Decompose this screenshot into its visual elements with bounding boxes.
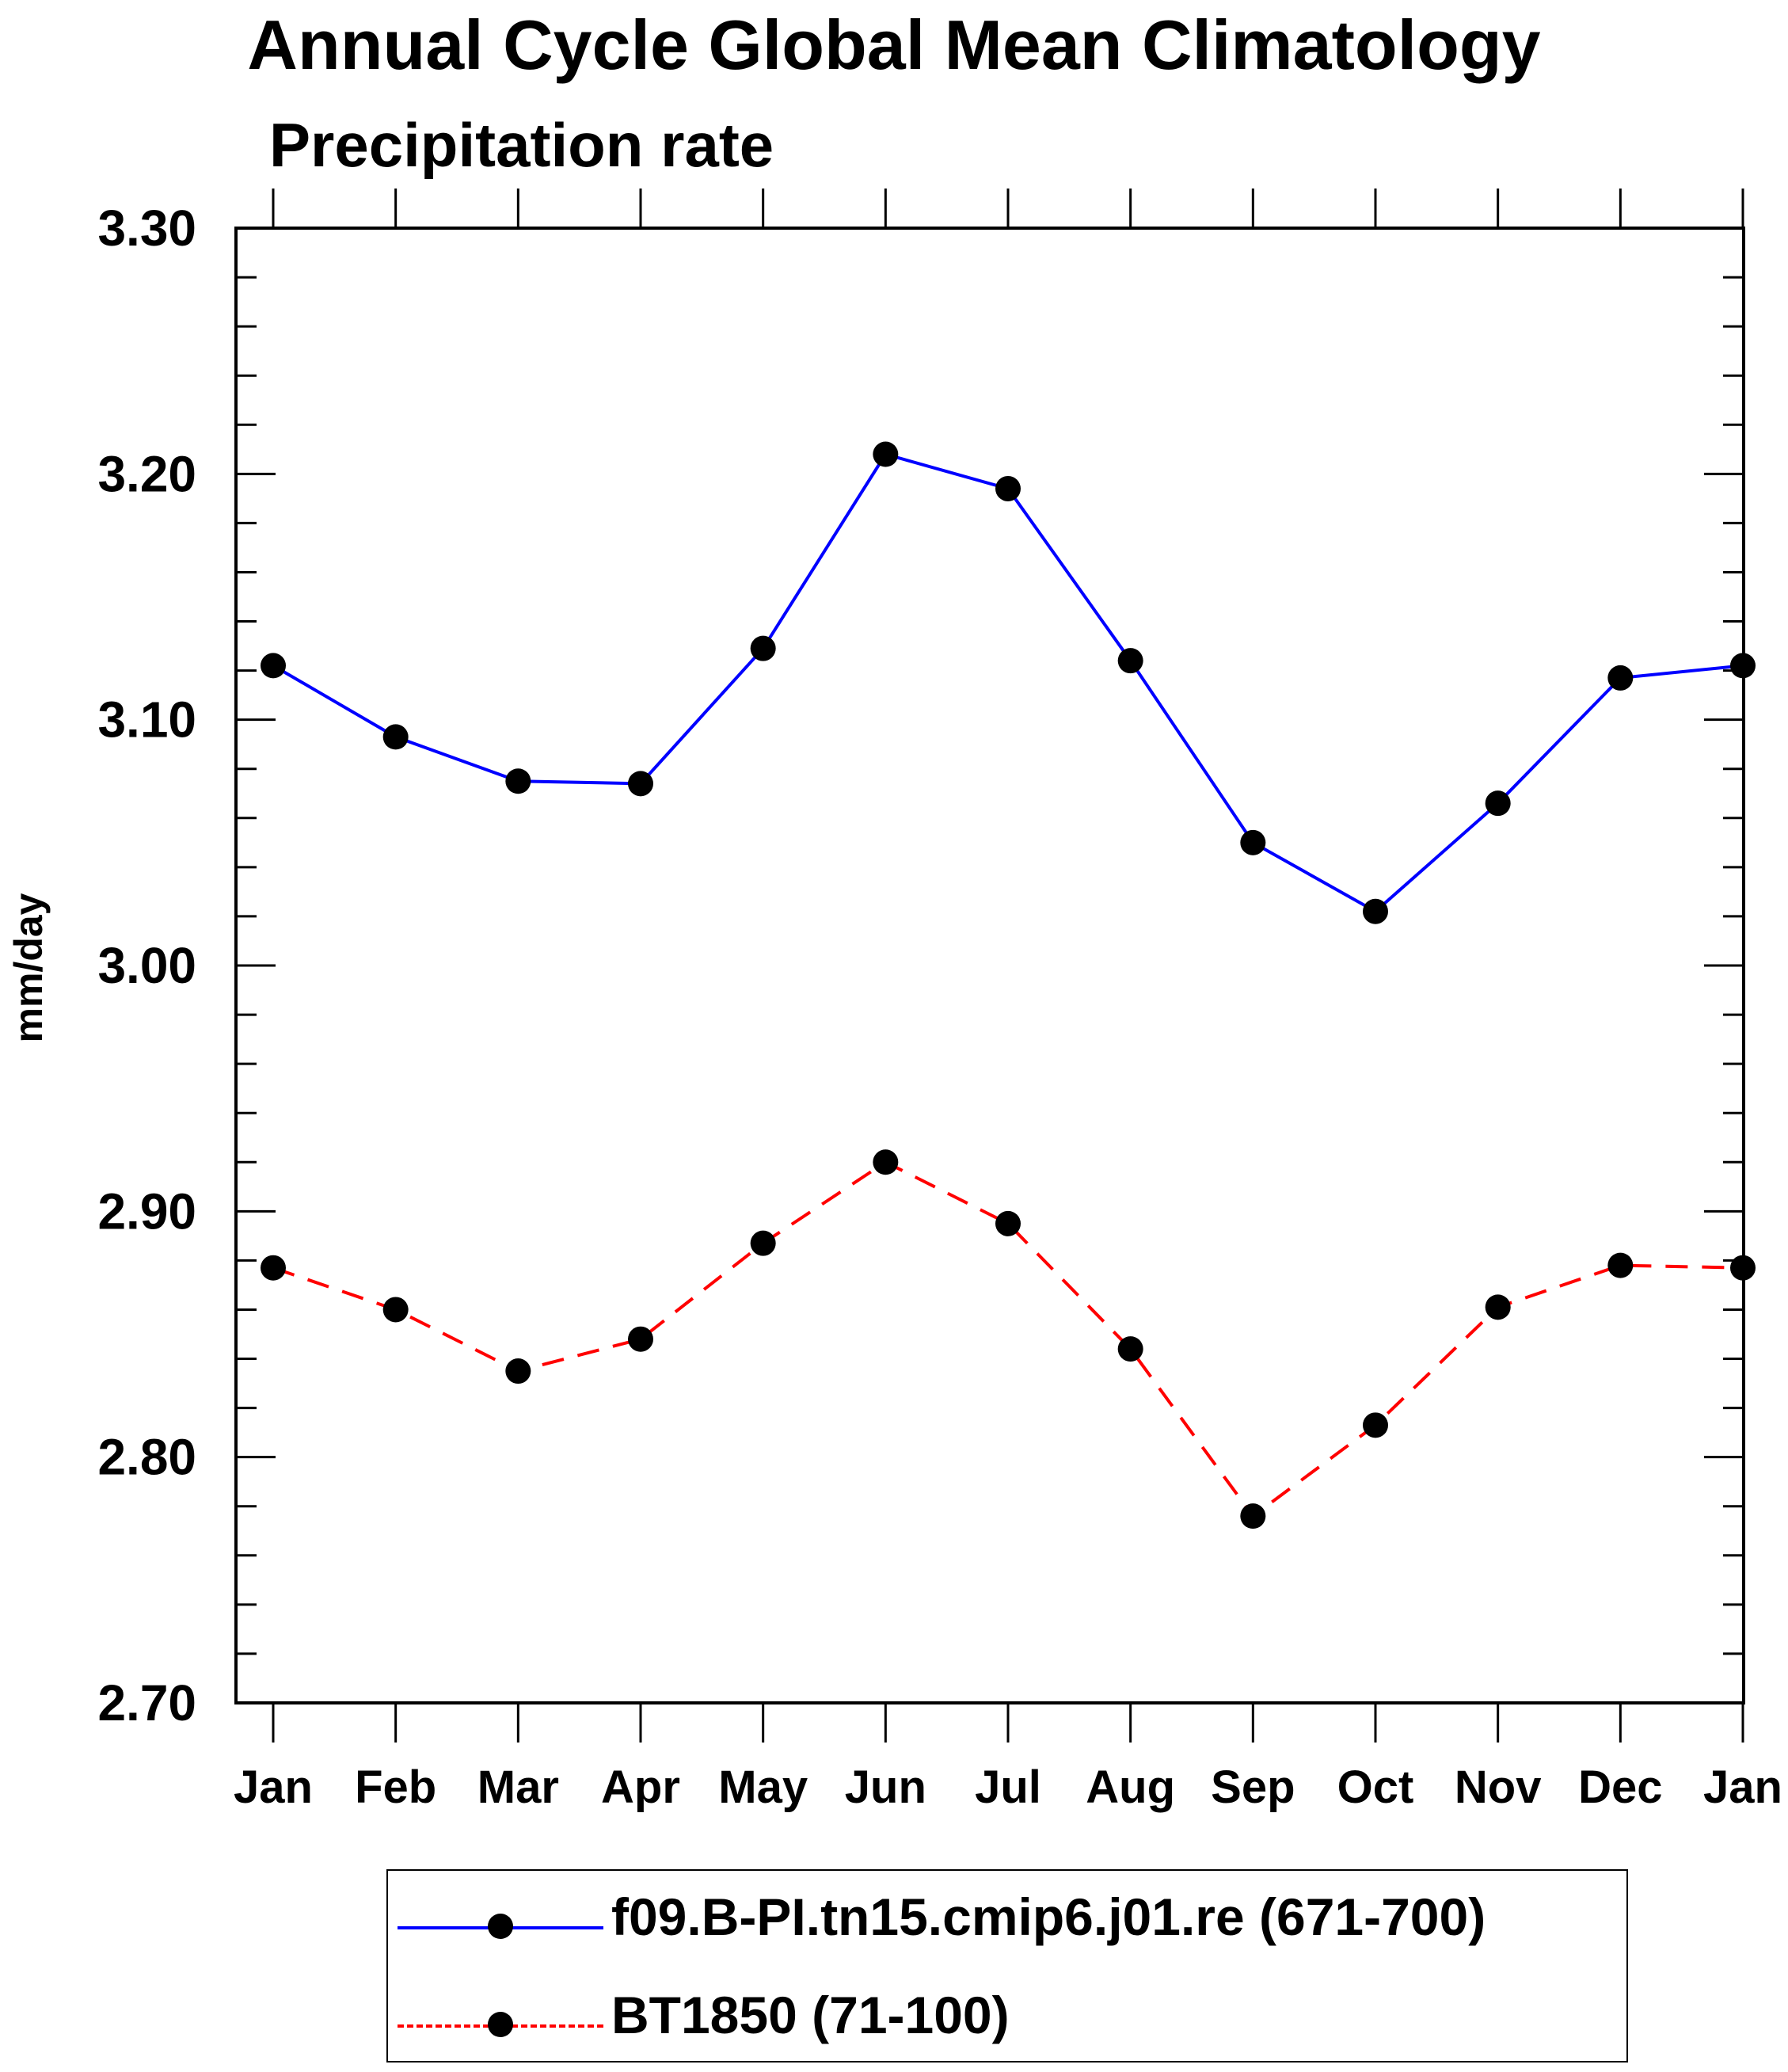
data-point-series-1 xyxy=(628,771,653,797)
x-tick-label: Feb xyxy=(355,1762,436,1813)
data-point-series-2 xyxy=(505,1358,531,1385)
y-tick-label: 3.20 xyxy=(97,445,196,502)
y-tick-label: 2.80 xyxy=(97,1429,196,1486)
data-point-series-2 xyxy=(1607,1252,1634,1278)
x-tick-label: Mar xyxy=(477,1762,559,1813)
data-point-series-2 xyxy=(628,1326,653,1352)
legend-marker-series-2 xyxy=(488,2012,513,2037)
legend-label-series-2: BT1850 (71-100) xyxy=(611,1986,1010,2044)
x-tick-label: Jun xyxy=(845,1762,926,1813)
x-tick-label: Aug xyxy=(1086,1762,1175,1813)
data-point-series-2 xyxy=(1363,1412,1388,1438)
y-tick-label: 3.10 xyxy=(97,691,196,748)
data-point-series-1 xyxy=(1730,653,1756,679)
data-point-series-1 xyxy=(382,724,409,750)
x-tick-label: Apr xyxy=(601,1762,680,1813)
plot-frame xyxy=(234,227,1745,1704)
chart-subtitle: Precipitation rate xyxy=(269,110,774,180)
legend-label-series-1: f09.B-PI.tn15.cmip6.j01.re (671-700) xyxy=(611,1887,1486,1946)
data-point-series-1 xyxy=(1240,829,1266,855)
data-point-series-2 xyxy=(261,1255,286,1281)
y-tick-label: 2.90 xyxy=(97,1183,196,1240)
legend: f09.B-PI.tn15.cmip6.j01.re (671-700) BT1… xyxy=(386,1869,1628,2062)
x-tick-label: Jan xyxy=(234,1762,313,1813)
data-point-series-1 xyxy=(1363,898,1388,924)
data-point-series-1 xyxy=(1607,665,1634,691)
data-point-series-1 xyxy=(750,635,776,661)
data-point-series-2 xyxy=(1117,1336,1143,1362)
data-point-series-1 xyxy=(873,441,899,467)
y-tick-label: 3.30 xyxy=(97,200,196,257)
x-tick-label: Jul xyxy=(975,1762,1041,1813)
data-point-series-2 xyxy=(1730,1255,1756,1281)
data-point-series-2 xyxy=(873,1149,899,1175)
data-point-series-2 xyxy=(995,1210,1021,1236)
x-tick-label: Oct xyxy=(1337,1762,1414,1813)
series-line-1 xyxy=(272,452,1744,914)
x-tick-label: May xyxy=(718,1762,808,1813)
data-point-series-1 xyxy=(1485,790,1511,817)
data-point-series-1 xyxy=(505,768,531,794)
data-point-series-2 xyxy=(382,1297,409,1323)
x-tick-label: Nov xyxy=(1455,1762,1542,1813)
chart-title: Annual Cycle Global Mean Climatology xyxy=(247,6,1541,84)
legend-marker-series-1 xyxy=(488,1914,513,1939)
y-tick-label: 2.70 xyxy=(97,1674,196,1731)
data-point-series-1 xyxy=(261,653,286,679)
y-tick-label: 3.00 xyxy=(97,937,196,994)
x-tick-label: Sep xyxy=(1211,1762,1295,1813)
data-point-series-2 xyxy=(750,1230,776,1256)
x-tick-label: Dec xyxy=(1578,1762,1662,1813)
x-tick-label: Jan xyxy=(1703,1762,1782,1813)
data-point-series-2 xyxy=(1240,1503,1266,1529)
data-point-series-2 xyxy=(1485,1294,1511,1320)
data-point-series-1 xyxy=(1117,648,1143,674)
data-point-series-1 xyxy=(995,475,1021,501)
